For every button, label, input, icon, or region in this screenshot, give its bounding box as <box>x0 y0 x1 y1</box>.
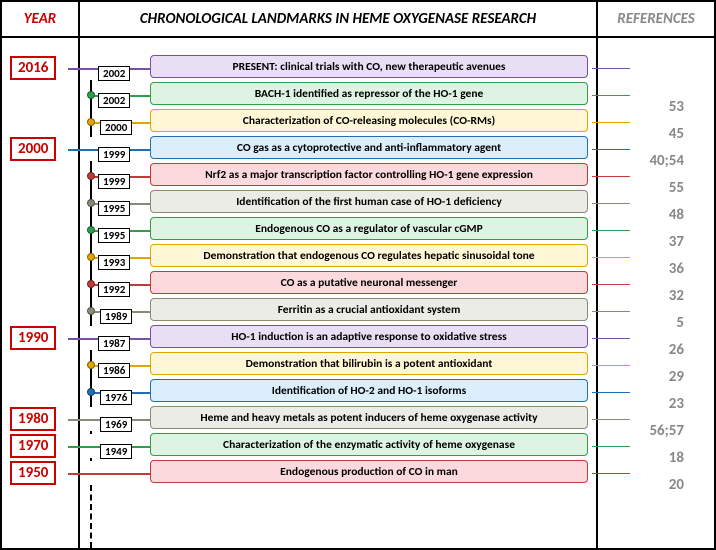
reference-number: 26 <box>669 341 684 359</box>
timeline-dot <box>87 388 95 396</box>
reference-number: 55 <box>669 179 684 197</box>
reference-number: 5 <box>676 314 684 332</box>
landmark-bar: CO gas as a cytoprotective and anti-infl… <box>150 136 588 159</box>
diagram-body: 2016 2000 1990 1980 1970 1950 PRESENT: clinica… <box>2 38 714 548</box>
reference-lead <box>592 311 630 313</box>
landmark-bar: Endogenous production of CO in man <box>150 460 588 483</box>
landmark-bar: Demonstration that bilirubin is a potent… <box>150 352 588 375</box>
landmark-bar: Characterization of CO-releasing molecul… <box>150 109 588 132</box>
reference-lead <box>592 230 630 232</box>
timeline-dot <box>87 118 95 126</box>
landmark-bar: Identification of HO-2 and HO-1 isoforms <box>150 379 588 402</box>
timeline-segment <box>90 485 92 549</box>
decade-marker: 2016 <box>10 56 56 80</box>
timeline-dot <box>87 280 95 288</box>
reference-number: 37 <box>669 233 684 251</box>
connector-line <box>68 473 150 475</box>
year-label: 2002 <box>98 93 130 108</box>
reference-lead <box>592 257 630 259</box>
landmark-bar: PRESENT: clinical trials with CO, new th… <box>150 55 588 78</box>
timeline-dot <box>87 253 95 261</box>
landmark-bar: BACH-1 identified as repressor of the HO… <box>150 82 588 105</box>
landmark-row: 1949Endogenous production of CO in man20 <box>2 459 714 486</box>
decade-marker: 1980 <box>10 407 56 431</box>
timeline-dot <box>87 226 95 234</box>
timeline-segment <box>90 431 92 434</box>
reference-lead <box>592 446 630 448</box>
landmark-bar: Identification of the first human case o… <box>150 190 588 213</box>
reference-number: 18 <box>669 449 684 467</box>
reference-number: 32 <box>669 287 684 305</box>
reference-number: 23 <box>669 395 684 413</box>
landmark-bar: Heme and heavy metals as potent inducers… <box>150 406 588 429</box>
year-label: 2002 <box>98 66 130 81</box>
timeline-dot <box>87 199 95 207</box>
reference-number: 36 <box>669 260 684 278</box>
year-label: 1999 <box>98 174 130 189</box>
year-label: 1949 <box>100 444 132 459</box>
year-label: 1995 <box>98 201 130 216</box>
year-label: 2000 <box>100 120 132 135</box>
landmark-bar: Endogenous CO as a regulator of vascular… <box>150 217 588 240</box>
reference-number: 56;57 <box>649 422 684 440</box>
timeline-dot <box>87 307 95 315</box>
timeline-segment <box>90 161 92 326</box>
reference-lead <box>592 176 630 178</box>
landmark-bar: Ferritin as a crucial antioxidant system <box>150 298 588 321</box>
header-references: REFERENCES <box>598 2 714 36</box>
timeline-dot <box>87 172 95 180</box>
decade-marker: 1970 <box>10 434 56 458</box>
year-label: 1969 <box>100 417 132 432</box>
year-label: 1995 <box>98 228 130 243</box>
timeline-segment <box>90 350 92 407</box>
reference-lead <box>592 95 630 97</box>
timeline-dot <box>87 361 95 369</box>
reference-lead <box>592 203 630 205</box>
decade-marker: 2000 <box>10 137 56 161</box>
reference-lead <box>592 473 630 475</box>
landmark-bar: HO-1 induction is an adaptive response t… <box>150 325 588 348</box>
year-label: 1992 <box>98 282 130 297</box>
reference-lead <box>592 284 630 286</box>
header-row: YEAR CHRONOLOGICAL LANDMARKS IN HEME OXY… <box>2 2 714 38</box>
decade-marker: 1950 <box>10 461 56 485</box>
header-main: CHRONOLOGICAL LANDMARKS IN HEME OXYGENAS… <box>80 2 598 36</box>
year-label: 1999 <box>98 147 130 162</box>
reference-number: 40;54 <box>649 152 684 170</box>
reference-lead <box>592 149 630 151</box>
reference-number: 29 <box>669 368 684 386</box>
year-label: 1976 <box>100 390 132 405</box>
timeline-dot <box>87 91 95 99</box>
reference-lead <box>592 365 630 367</box>
timeline-segment <box>90 458 92 461</box>
decade-marker: 1990 <box>10 326 56 350</box>
reference-number: 53 <box>669 98 684 116</box>
reference-number: 48 <box>669 206 684 224</box>
diagram-frame: YEAR CHRONOLOGICAL LANDMARKS IN HEME OXY… <box>0 0 716 550</box>
reference-lead <box>592 338 630 340</box>
landmark-bar: Demonstration that endogenous CO regulat… <box>150 244 588 267</box>
reference-lead <box>592 419 630 421</box>
landmark-bar: Characterization of the enzymatic activi… <box>150 433 588 456</box>
header-year: YEAR <box>2 2 80 36</box>
reference-lead <box>592 68 630 70</box>
year-label: 1986 <box>98 363 130 378</box>
reference-lead <box>592 392 630 394</box>
year-label: 1993 <box>98 255 130 270</box>
reference-number: 20 <box>669 476 684 494</box>
timeline-segment <box>90 80 92 137</box>
landmark-bar: Nrf2 as a major transcription factor con… <box>150 163 588 186</box>
landmark-bar: CO as a putative neuronal messenger <box>150 271 588 294</box>
reference-lead <box>592 122 630 124</box>
reference-number: 45 <box>669 125 684 143</box>
year-label: 1987 <box>98 336 130 351</box>
year-label: 1989 <box>100 309 132 324</box>
